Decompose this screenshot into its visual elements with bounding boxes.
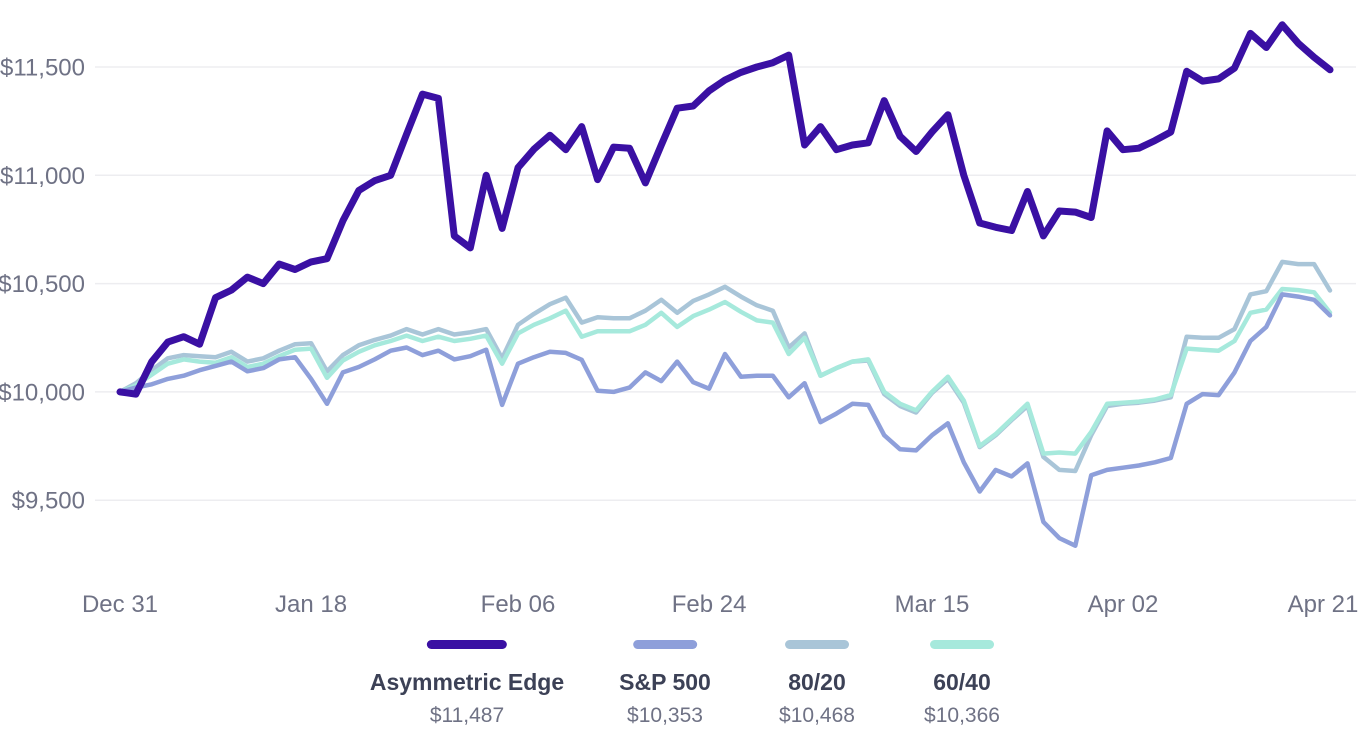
y-axis-label: $11,500: [0, 55, 85, 82]
legend-item-60-40[interactable]: 60/40 $10,366: [924, 640, 1000, 728]
chart-plot-area[interactable]: $11,500 $11,000 $10,500 $10,000 $9,500 Dec 31…: [0, 0, 1361, 628]
x-axis-label: Feb 06: [481, 591, 556, 618]
legend-swatch-sp-500: [632, 640, 697, 649]
y-axis-label: $11,000: [0, 163, 85, 190]
legend-item-80-20[interactable]: 80/20 $10,468: [779, 640, 855, 728]
y-axis-label: $10,000: [0, 379, 85, 406]
legend-value: $11,487: [429, 704, 505, 727]
series-line-sp-500: [117, 292, 1333, 548]
legend-value: $10,366: [924, 704, 1000, 727]
series-line-60-40: [117, 286, 1333, 456]
legend-item-sp-500[interactable]: S&P 500 $10,353: [619, 640, 711, 728]
legend-label: 60/40: [933, 669, 991, 695]
series-line-asymmetric-edge: [116, 21, 1334, 398]
legend-label: Asymmetric Edge: [369, 669, 565, 695]
legend-value: $10,468: [779, 704, 855, 727]
legend-value: $10,353: [627, 704, 703, 727]
x-axis-label: Apr 02: [1088, 591, 1159, 618]
x-axis-label: Jan 18: [275, 591, 347, 618]
legend-swatch-60-40: [929, 640, 994, 649]
legend-item-asymmetric-edge[interactable]: Asymmetric Edge $11,487: [370, 640, 564, 728]
y-axis-label: $9,500: [12, 488, 85, 515]
legend-label: 80/20: [788, 669, 846, 695]
legend-label: S&P 500: [619, 669, 711, 695]
x-axis-label: Mar 15: [895, 591, 970, 618]
legend-swatch-asymmetric-edge: [427, 640, 507, 649]
legend-swatch-80-20: [784, 640, 849, 649]
y-axis-label: $10,500: [0, 271, 85, 298]
x-axis-label: Dec 31: [82, 591, 158, 618]
chart-legend: Asymmetric Edge $11,487 S&P 500 $10,353 80/2…: [0, 628, 1361, 738]
x-axis-label: Apr 21: [1288, 591, 1359, 618]
x-axis-label: Feb 24: [672, 591, 747, 618]
